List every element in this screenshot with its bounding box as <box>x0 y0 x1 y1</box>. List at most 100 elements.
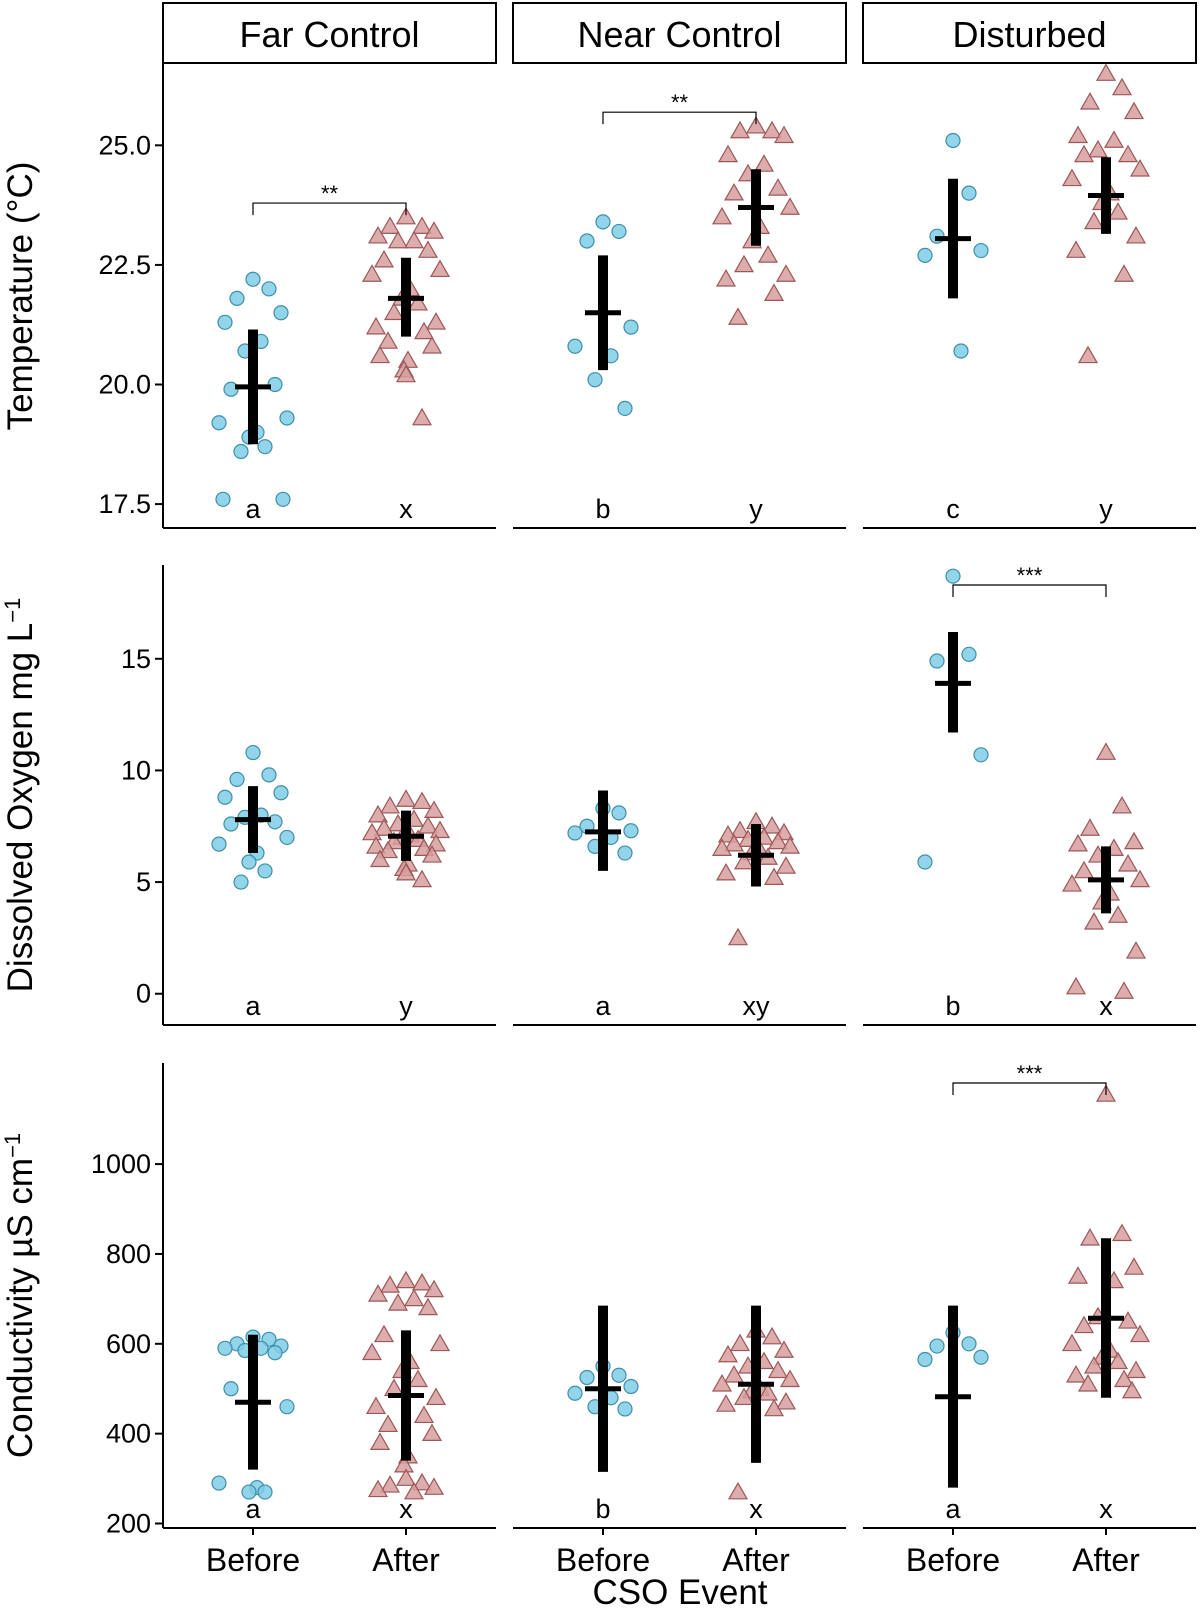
y-tick-label: 400 <box>106 1419 151 1449</box>
after-data-point <box>757 245 779 263</box>
after-data-point <box>733 254 755 273</box>
after-data-point <box>423 800 445 818</box>
after-data-point <box>429 820 451 839</box>
after-data-point <box>1129 159 1151 177</box>
y-axis-title: Dissolved Oxygen mg L−1 <box>0 598 40 993</box>
after-data-point <box>1111 795 1133 814</box>
before-data-point <box>617 400 633 417</box>
after-group-letter: x <box>399 494 413 524</box>
after-group-letter: x <box>749 1494 763 1524</box>
after-data-point <box>411 1272 433 1291</box>
after-data-point <box>1061 874 1083 892</box>
before-data-point <box>961 185 977 201</box>
after-data-point <box>425 1387 447 1406</box>
after-data-point <box>411 407 433 426</box>
after-group-letter: y <box>749 494 763 524</box>
before-data-point <box>611 805 627 821</box>
before-data-point <box>567 1385 583 1401</box>
after-data-point <box>417 1297 439 1316</box>
x-tick-label: Before <box>906 1542 1000 1578</box>
x-tick-label: After <box>372 1542 440 1578</box>
before-data-point <box>229 290 245 306</box>
y-tick-label: 22.5 <box>98 250 151 280</box>
y-tick-label: 200 <box>106 1509 151 1539</box>
before-data-point <box>579 1369 595 1386</box>
before-data-point <box>257 439 273 455</box>
after-data-point <box>403 1481 425 1500</box>
after-data-point <box>411 791 433 810</box>
after-data-point <box>395 862 417 881</box>
before-data-point <box>217 314 233 330</box>
y-axis-title-superscript: −1 <box>0 1133 25 1158</box>
after-data-point <box>1095 63 1117 81</box>
y-tick-label: 1000 <box>91 1149 151 1179</box>
after-data-point <box>411 216 433 234</box>
after-data-point <box>715 1394 737 1412</box>
facet-strip <box>862 2 1197 64</box>
before-data-point <box>245 744 261 761</box>
after-data-point <box>373 1324 395 1343</box>
after-data-point <box>779 836 801 854</box>
before-data-point <box>273 785 289 801</box>
after-data-point <box>1103 130 1125 148</box>
after-data-point <box>417 240 439 258</box>
after-data-point <box>1117 854 1139 872</box>
after-data-point <box>723 833 745 852</box>
after-data-point <box>711 1374 733 1392</box>
after-data-point <box>767 1360 789 1379</box>
before-data-point <box>261 767 277 783</box>
y-axis-title-superscript: −1 <box>0 598 25 623</box>
after-data-point <box>411 1472 433 1491</box>
after-data-point <box>761 816 783 834</box>
facet-strip-label: Disturbed <box>952 14 1106 55</box>
before-group-letter: b <box>595 494 610 524</box>
after-data-point <box>407 292 429 311</box>
after-data-point <box>379 1275 401 1293</box>
after-data-point <box>1111 1223 1133 1242</box>
before-data-point <box>217 789 233 805</box>
after-data-point <box>367 804 389 823</box>
after-data-point <box>733 1387 755 1406</box>
before-data-point <box>617 845 633 861</box>
y-tick-label: 15 <box>121 644 151 674</box>
before-data-point <box>567 338 583 354</box>
after-data-point <box>1113 1369 1135 1388</box>
before-group-letter: a <box>245 991 261 1021</box>
before-data-point <box>929 1338 945 1354</box>
significance-bracket <box>602 111 757 125</box>
after-data-point <box>727 927 749 946</box>
before-data-point <box>973 242 989 259</box>
after-data-point <box>757 1383 779 1401</box>
before-data-point <box>623 1378 639 1395</box>
after-data-point <box>1079 1228 1101 1246</box>
significance-bracket <box>952 1082 1107 1095</box>
before-group-letter: a <box>245 1494 261 1524</box>
after-data-point <box>403 1288 425 1307</box>
before-data-point <box>961 646 977 662</box>
significance-bracket <box>952 584 1107 597</box>
x-tick-label: Before <box>556 1542 650 1578</box>
after-data-point <box>367 1284 389 1302</box>
before-data-point <box>267 1345 283 1361</box>
before-group-letter: a <box>245 494 261 524</box>
after-data-point <box>421 1423 443 1442</box>
before-data-point <box>217 1340 233 1356</box>
after-data-point <box>773 1340 795 1358</box>
after-data-point <box>729 120 751 139</box>
after-data-point <box>1083 1356 1105 1374</box>
before-data-point <box>233 874 249 890</box>
after-data-point <box>373 818 395 836</box>
before-data-point <box>229 771 245 787</box>
y-axis-title: Temperature (°C) <box>1 162 40 431</box>
after-data-point <box>1125 941 1147 959</box>
significance-label: *** <box>1017 563 1043 588</box>
after-data-point <box>1123 101 1145 120</box>
after-data-point <box>1125 225 1147 244</box>
y-axis-title: Conductivity µS cm−1 <box>0 1133 40 1458</box>
after-data-point <box>1065 1365 1087 1383</box>
before-data-point <box>567 825 583 841</box>
before-data-point <box>261 281 277 297</box>
after-group-letter: x <box>1099 1494 1113 1524</box>
after-data-point <box>365 836 387 854</box>
after-data-point <box>367 225 389 244</box>
